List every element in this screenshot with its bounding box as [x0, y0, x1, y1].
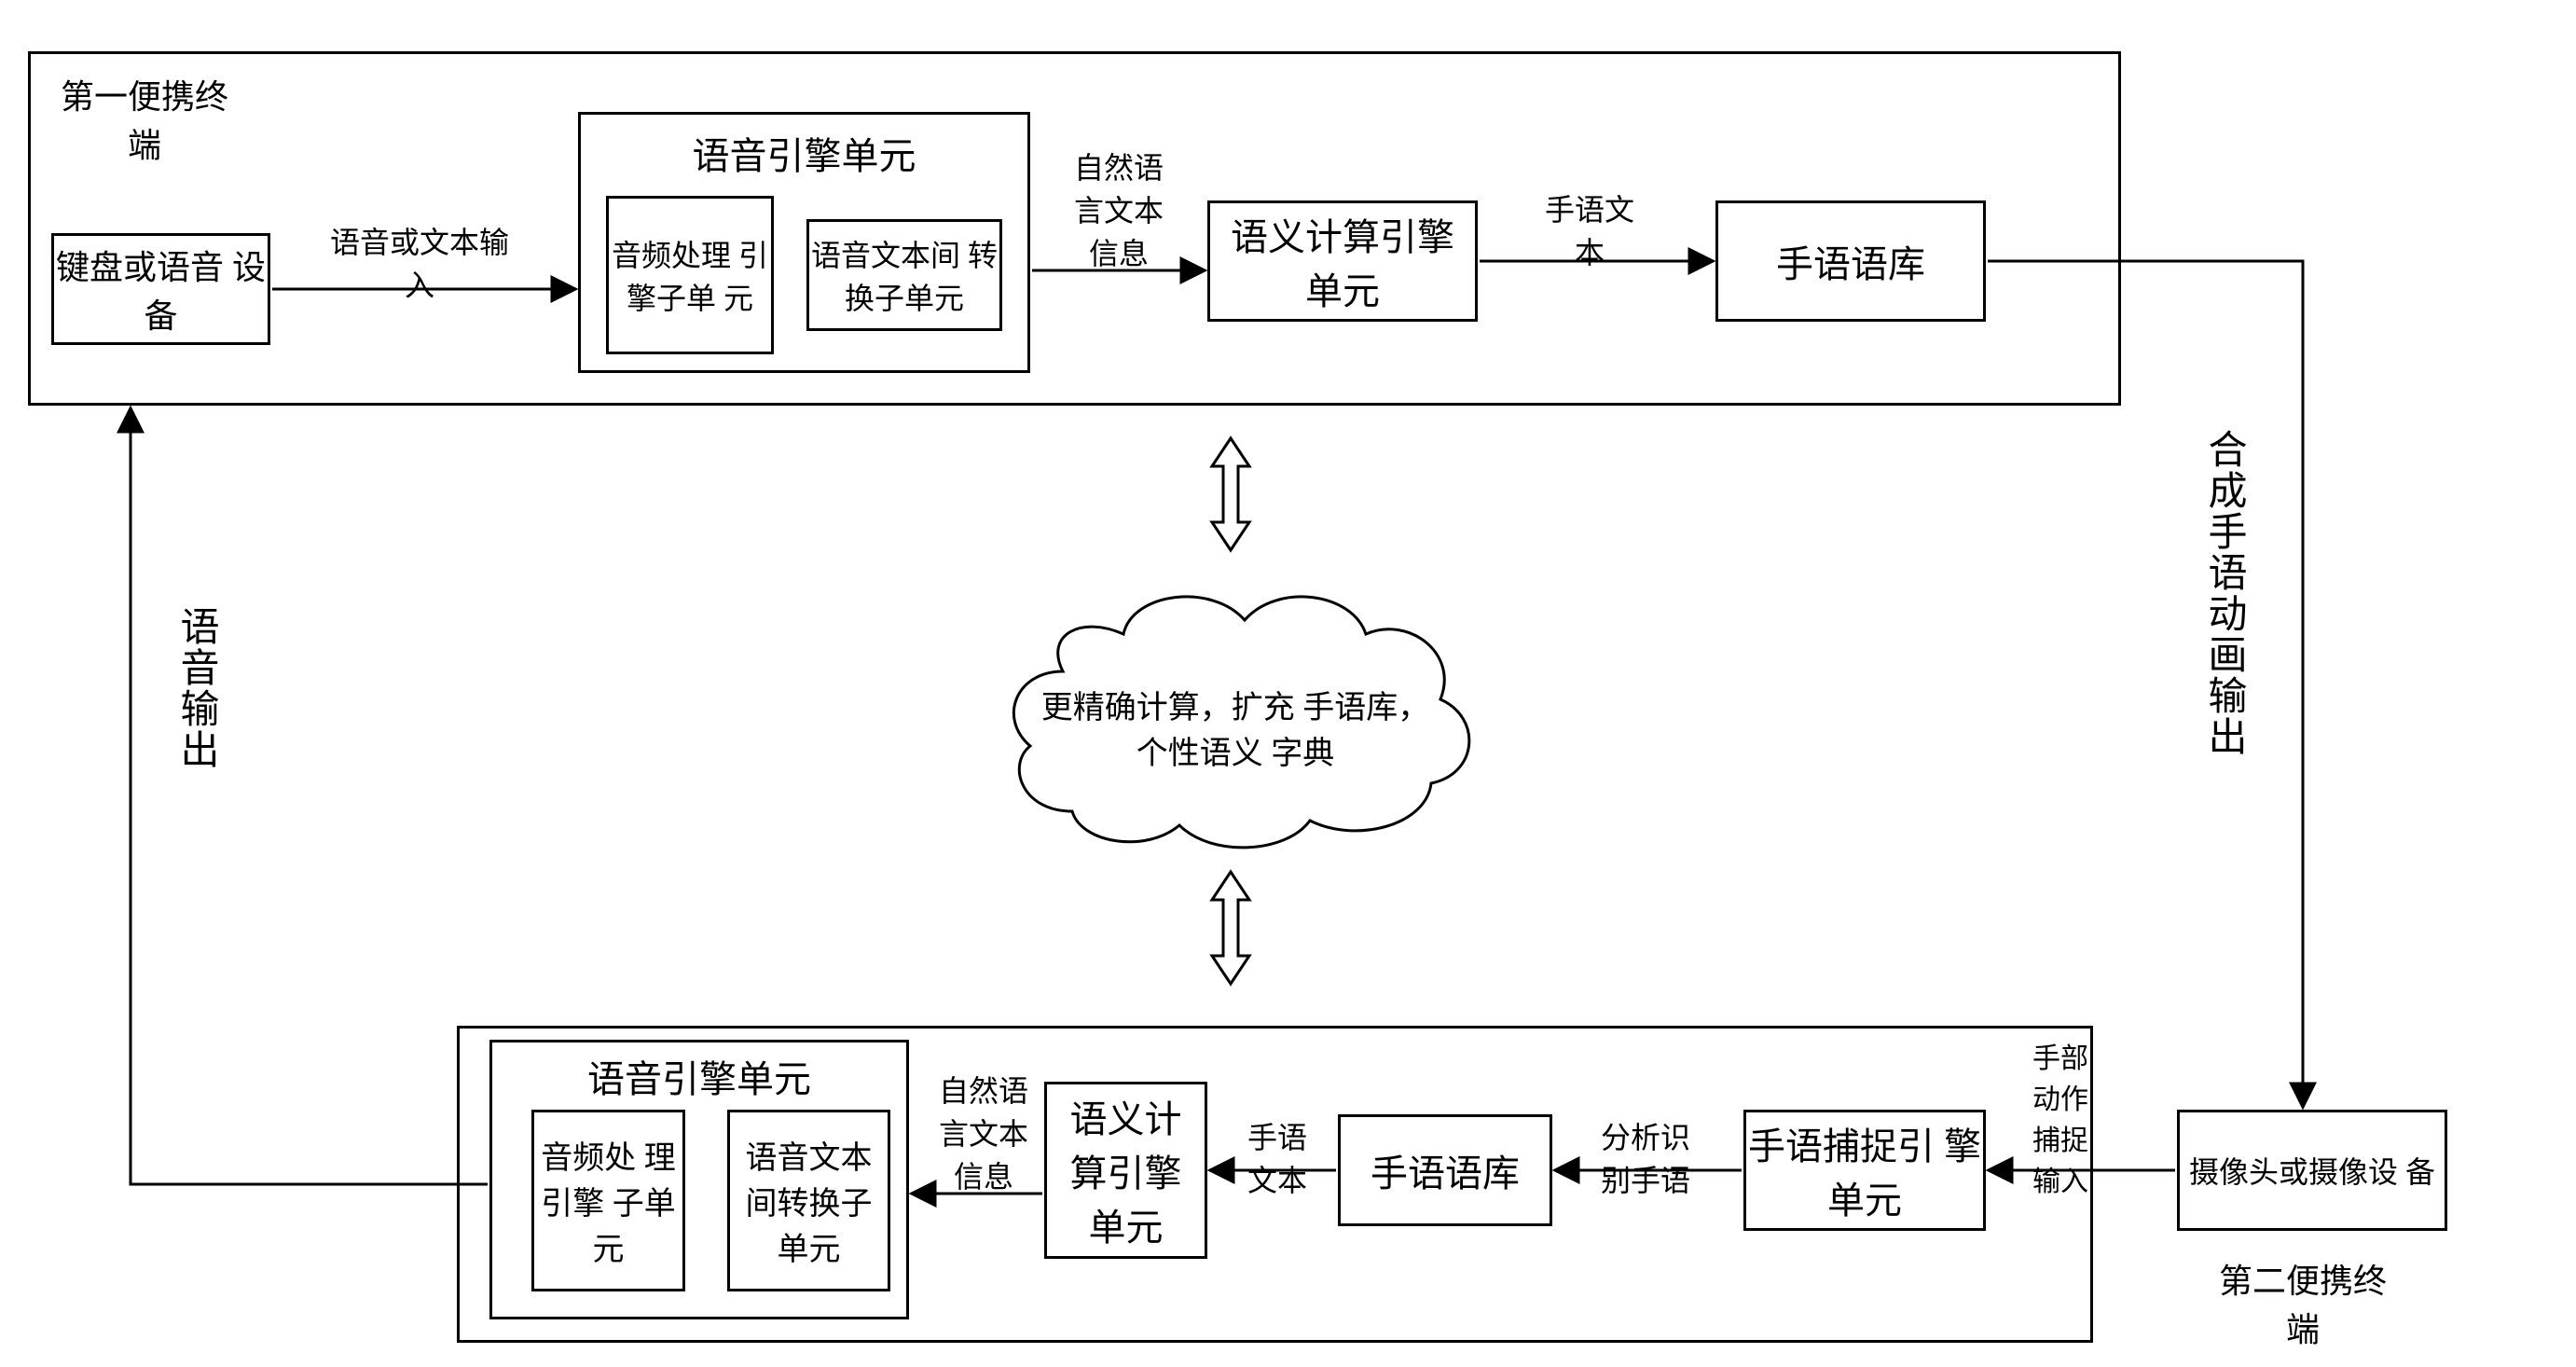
audio-proc-bot-label: 音频处 理引擎 子单元 [534, 1132, 682, 1269]
edge-e1-label: 语音或文本输 入 [298, 219, 541, 305]
cloud-node: 更精确计算，扩充 手语库，个性语义 字典 [1040, 648, 1431, 807]
bidir-arrow-bottom [1212, 872, 1249, 984]
speech-engine-top-title: 语音引擎单元 [578, 126, 1030, 180]
semantic-top-node: 语义计算引擎 单元 [1207, 200, 1478, 322]
sign-db-top-node: 手语语库 [1715, 200, 1986, 322]
speech-text-top-label: 语音文本间 转换子单元 [809, 232, 999, 318]
capture-engine-node: 手语捕捉引 擎单元 [1743, 1110, 1986, 1231]
edge-left-label: 语音输出 [168, 606, 225, 770]
camera-node: 摄像头或摄像设 备 [2177, 1110, 2447, 1231]
speech-text-top-node: 语音文本间 转换子单元 [806, 219, 1002, 331]
bidir-arrow-top [1212, 438, 1249, 550]
edge-e4-label: 手部 动作 捕捉 输入 [2014, 1035, 2107, 1199]
cloud-label: 更精确计算，扩充 手语库，个性语义 字典 [1040, 682, 1431, 773]
audio-proc-top-node: 音频处理 引擎子单 元 [606, 196, 774, 354]
speech-engine-bot-title: 语音引擎单元 [489, 1049, 909, 1103]
audio-proc-top-label: 音频处理 引擎子单 元 [609, 232, 771, 318]
second-terminal-label: 第二便携终 端 [2191, 1254, 2415, 1351]
keyboard-label: 键盘或语音 设备 [54, 241, 268, 338]
capture-engine-label: 手语捕捉引 擎单元 [1746, 1116, 1983, 1224]
edge-e7-label: 自然语 言文本 信息 [928, 1068, 1040, 1196]
semantic-top-label: 语义计算引擎 单元 [1210, 207, 1475, 315]
sign-db-top-label: 手语语库 [1776, 234, 1925, 288]
edge-right-label: 合成手语动画输出 [2196, 429, 2252, 757]
keyboard-node: 键盘或语音 设备 [51, 233, 270, 345]
edge-e3-label: 手语文 本 [1529, 186, 1650, 272]
edge-e6-label: 手语 文本 [1231, 1114, 1324, 1200]
audio-proc-bot-node: 音频处 理引擎 子单元 [531, 1110, 685, 1291]
speech-text-bot-node: 语音文本 间转换子 单元 [727, 1110, 890, 1291]
semantic-bot-label: 语义计 算引擎 单元 [1047, 1089, 1205, 1251]
speech-text-bot-label: 语音文本 间转换子 单元 [730, 1132, 888, 1269]
edge-e2-label: 自然语 言文本 信息 [1058, 145, 1179, 273]
camera-label: 摄像头或摄像设 备 [2189, 1149, 2435, 1192]
sign-db-bot-node: 手语语库 [1338, 1114, 1552, 1226]
edge-e5-label: 分析识 别手语 [1585, 1114, 1706, 1200]
semantic-bot-node: 语义计 算引擎 单元 [1044, 1082, 1207, 1259]
first-terminal-label: 第一便携终 端 [51, 70, 238, 167]
sign-db-bot-label: 手语语库 [1371, 1143, 1520, 1197]
